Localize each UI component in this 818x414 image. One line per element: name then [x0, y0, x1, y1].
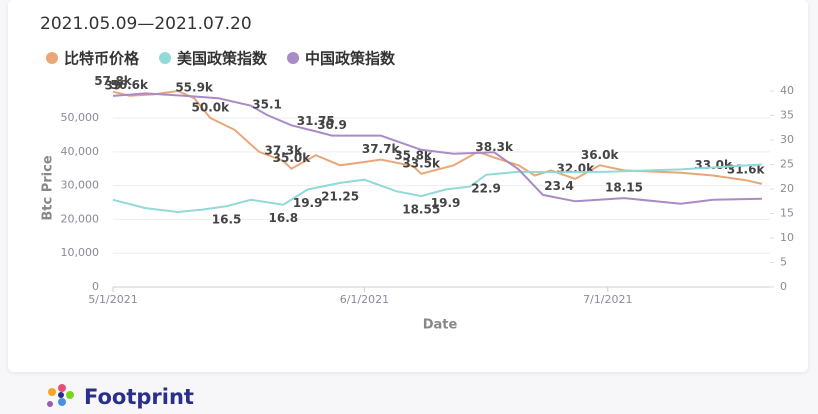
- y-tick-label: 0: [92, 280, 99, 293]
- data-label: 16.8: [269, 211, 299, 225]
- data-label: 57.8k: [94, 74, 133, 88]
- y2-tick-label: 25: [780, 158, 794, 171]
- series-line: [112, 163, 762, 214]
- data-label: 37.3k: [265, 143, 304, 157]
- data-label: 39: [105, 78, 122, 92]
- y-tick-label: 30,000: [61, 179, 100, 192]
- footer-brand: Footprint: [84, 385, 194, 409]
- legend-label: 中国政策指数: [305, 50, 396, 68]
- data-label: 30.9: [317, 118, 347, 132]
- legend-label: 美国政策指数: [177, 50, 268, 68]
- x-axis-title: Date: [423, 318, 458, 333]
- legend-marker: [287, 52, 300, 64]
- legend-label: 比特币价格: [64, 50, 140, 68]
- y2-tick-label: 30: [780, 133, 794, 146]
- data-label: 33.5k: [402, 156, 441, 170]
- data-label: 21.25: [321, 189, 359, 203]
- y-tick-label: 10,000: [61, 246, 100, 259]
- x-tick-label: 5/1/2021: [88, 293, 137, 306]
- y-tick-label: 40,000: [61, 145, 100, 158]
- y2-tick-label: 10: [780, 231, 794, 244]
- y2-tick-label: 0: [780, 280, 787, 293]
- x-tick-label: 6/1/2021: [340, 293, 389, 306]
- data-label: 19.9: [293, 196, 323, 210]
- data-label: 18.15: [605, 181, 643, 195]
- data-label: 35.8k: [394, 149, 433, 163]
- data-label: 50.0k: [192, 101, 231, 115]
- x-tick-label: 7/1/2021: [583, 293, 632, 306]
- series-line: [112, 92, 762, 205]
- legend-marker: [46, 52, 58, 64]
- data-label: 35.0k: [273, 151, 312, 165]
- data-label: 18.55: [402, 203, 440, 217]
- y2-tick-label: 15: [780, 207, 794, 220]
- y2-tick-label: 20: [780, 182, 794, 195]
- data-label: 35.1: [252, 98, 282, 112]
- legend-marker: [159, 52, 172, 64]
- y2-tick-label: 5: [780, 256, 787, 269]
- data-label: 36.0k: [581, 148, 620, 162]
- data-label: 31.75: [297, 114, 335, 128]
- chart-title: 2021.05.09—2021.07.20: [40, 14, 252, 34]
- y-axis-title: Btc Price: [41, 155, 56, 220]
- data-label: 56.6k: [110, 78, 149, 92]
- data-label: 55.9k: [175, 81, 214, 95]
- data-label: 38.3k: [475, 140, 514, 154]
- y-tick-label: 20,000: [61, 212, 100, 225]
- data-label: 22.9: [471, 181, 501, 195]
- data-label: 37.7k: [362, 142, 401, 156]
- data-label: 16.5: [212, 213, 242, 227]
- footer-logo: [47, 384, 74, 407]
- y2-tick-label: 35: [780, 109, 794, 122]
- data-label: 19.9: [431, 196, 461, 210]
- data-label: 23.4: [544, 179, 574, 193]
- y-tick-label: 50,000: [61, 111, 100, 124]
- y2-tick-label: 40: [780, 84, 794, 97]
